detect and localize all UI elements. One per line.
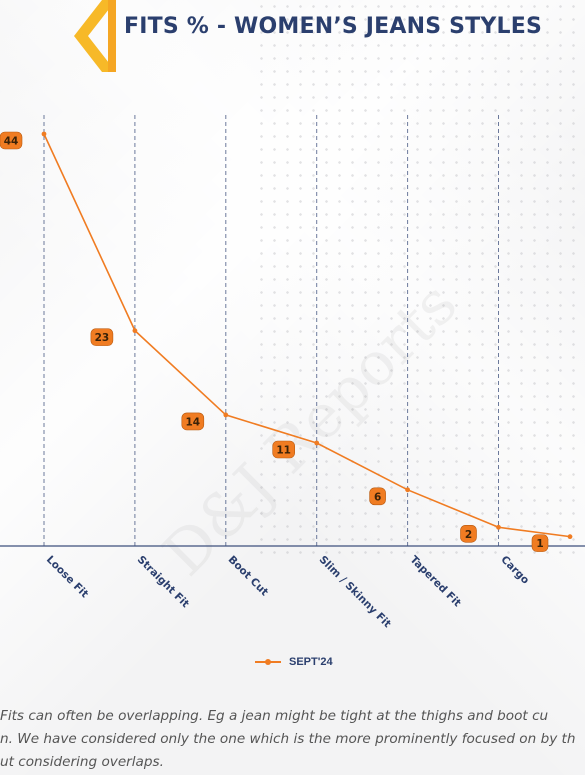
x-tick-label-1: Straight Fit xyxy=(135,554,192,611)
page-title: FITS % - WOMEN’S JEANS STYLES xyxy=(124,14,543,39)
data-point-2 xyxy=(223,412,229,418)
data-label-6: 1 xyxy=(536,538,543,550)
footnote-line-3: ut considering overlaps. xyxy=(0,754,164,770)
dot-pattern xyxy=(255,0,585,560)
x-tick-label-5: Cargo xyxy=(498,554,531,587)
x-tick-label-0: Loose Fit xyxy=(44,554,91,601)
data-label-bg-6 xyxy=(531,534,549,552)
data-label-1: 23 xyxy=(95,332,110,344)
data-label-5: 2 xyxy=(465,529,472,541)
chart-legend: SEPT'24 xyxy=(255,656,333,668)
data-label-bg-2 xyxy=(181,412,205,431)
data-point-0 xyxy=(41,131,47,137)
footnote-line-2: n. We have considered only the one which… xyxy=(0,731,576,747)
data-label-bg-0 xyxy=(0,131,23,150)
data-point-1 xyxy=(132,328,138,334)
data-point-3 xyxy=(314,440,320,446)
data-label-4: 6 xyxy=(374,491,381,503)
x-tick-label-3: Slim / Skinny Fit xyxy=(317,554,394,631)
line-chart: Loose Fit Straight Fit Boot Cut Slim / Skin… xyxy=(0,115,585,631)
x-tick-label-4: Tapered Fit xyxy=(407,554,463,610)
data-label-bg-4 xyxy=(369,487,386,506)
data-label-bg-5 xyxy=(460,524,477,543)
chevron-icon xyxy=(74,0,116,72)
data-point-4 xyxy=(405,487,410,493)
x-tick-label-2: Boot Cut xyxy=(226,554,271,599)
data-label-bg-1 xyxy=(90,328,114,346)
data-point-5 xyxy=(496,524,501,530)
data-label-bg-3 xyxy=(272,440,296,459)
data-label-2: 14 xyxy=(185,416,200,428)
legend-label: SEPT'24 xyxy=(289,656,333,668)
data-point-6 xyxy=(567,534,573,540)
footnote-line-1: Fits can often be overlapping. Eg a jean… xyxy=(0,708,549,724)
footnote: Fits can often be overlapping. Eg a jean… xyxy=(0,705,585,774)
series-line xyxy=(43,133,571,538)
data-label-0: 44 xyxy=(4,136,19,148)
data-label-3: 11 xyxy=(276,445,291,457)
legend-line-marker xyxy=(255,659,281,665)
